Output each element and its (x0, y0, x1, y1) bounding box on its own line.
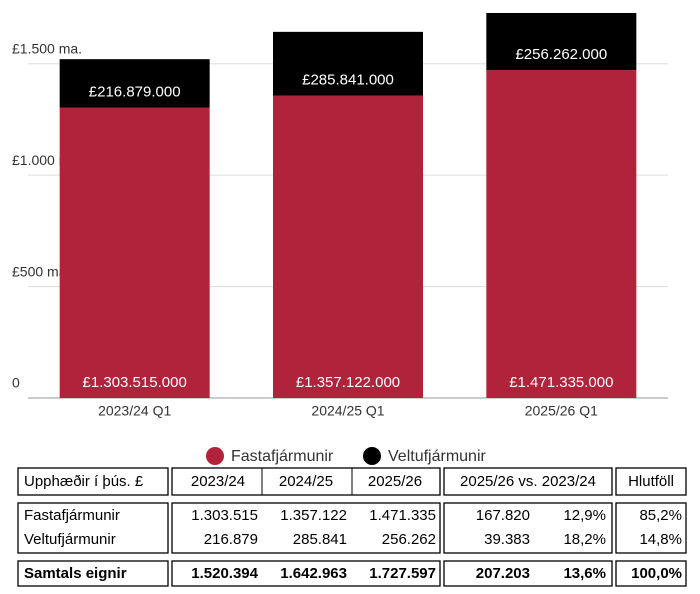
legend-marker (206, 447, 224, 465)
bar-segment (486, 12, 637, 71)
y-tick-label: 0 (12, 375, 20, 391)
legend-marker (363, 447, 381, 465)
data-label: £1.303.515.000 (83, 374, 187, 391)
table-cell-box (615, 502, 687, 554)
table-cell: 167.820 (476, 507, 530, 524)
bar-segment (59, 107, 210, 398)
x-tick-label: 2025/26 Q1 (525, 403, 598, 419)
legend-label: Veltufjármunir (388, 448, 486, 465)
data-label: £216.879.000 (89, 83, 181, 100)
table-cell: 1.471.335 (369, 507, 436, 524)
data-label: £285.841.000 (302, 72, 394, 89)
table-cell-box (171, 560, 441, 587)
table-cell: 39.383 (484, 531, 530, 548)
table-cell-box (443, 560, 613, 587)
table-cell: 18,2% (563, 531, 606, 548)
table-cell-box (17, 467, 169, 496)
table-header: 2025/26 vs. 2023/24 (460, 473, 596, 490)
data-label: £1.357.122.000 (296, 374, 400, 391)
table-cell: 1.303.515 (191, 507, 258, 524)
table-cell-box (171, 502, 441, 554)
bar-segment (273, 95, 423, 399)
y-tick-label: £500 ma. (12, 263, 70, 279)
x-tick-label: 2024/25 Q1 (311, 403, 384, 419)
table-cell: 12,9% (563, 507, 606, 524)
bar-segment (59, 59, 210, 108)
table-header: Upphæðir í þús. £ (24, 473, 144, 490)
table-total-cell: Samtals eignir (24, 565, 127, 582)
table-total-cell: 1.727.597 (369, 565, 436, 582)
table-cell-box (615, 560, 687, 587)
table-total-cell: 207.203 (476, 565, 530, 582)
table-total-cell: 13,6% (563, 565, 606, 582)
table-cell-box (443, 467, 613, 496)
table-cell: Fastafjármunir (24, 507, 120, 524)
table-header: 2025/26 (368, 473, 422, 490)
bar-segment (273, 31, 423, 96)
table-cell: 1.357.122 (280, 507, 347, 524)
table-total-cell: 100,0% (631, 565, 682, 582)
table-cell-box (17, 560, 169, 587)
table-cell-box (171, 467, 441, 496)
legend-label: Fastafjármunir (231, 448, 334, 465)
table-total-cell: 1.520.394 (191, 565, 258, 582)
table-cell: 285.841 (293, 531, 347, 548)
table-cell-box (615, 467, 687, 496)
table-cell: 14,8% (639, 531, 682, 548)
table-header: Hlutföll (628, 473, 674, 490)
x-tick-label: 2023/24 Q1 (98, 403, 171, 419)
y-tick-label: £1.500 ma. (12, 40, 82, 56)
bar-segment (486, 70, 637, 399)
table-header: 2023/24 (191, 473, 245, 490)
data-label: £256.262.000 (515, 46, 607, 63)
table-cell: 216.879 (204, 531, 258, 548)
table-cell: 256.262 (382, 531, 436, 548)
table-cell: Veltufjármunir (24, 531, 116, 548)
data-label: £1.471.335.000 (509, 374, 613, 391)
table-total-cell: 1.642.963 (280, 565, 347, 582)
table-cell-box (17, 502, 169, 554)
table-cell-box (443, 502, 613, 554)
table-cell: 85,2% (639, 507, 682, 524)
table-header: 2024/25 (279, 473, 333, 490)
